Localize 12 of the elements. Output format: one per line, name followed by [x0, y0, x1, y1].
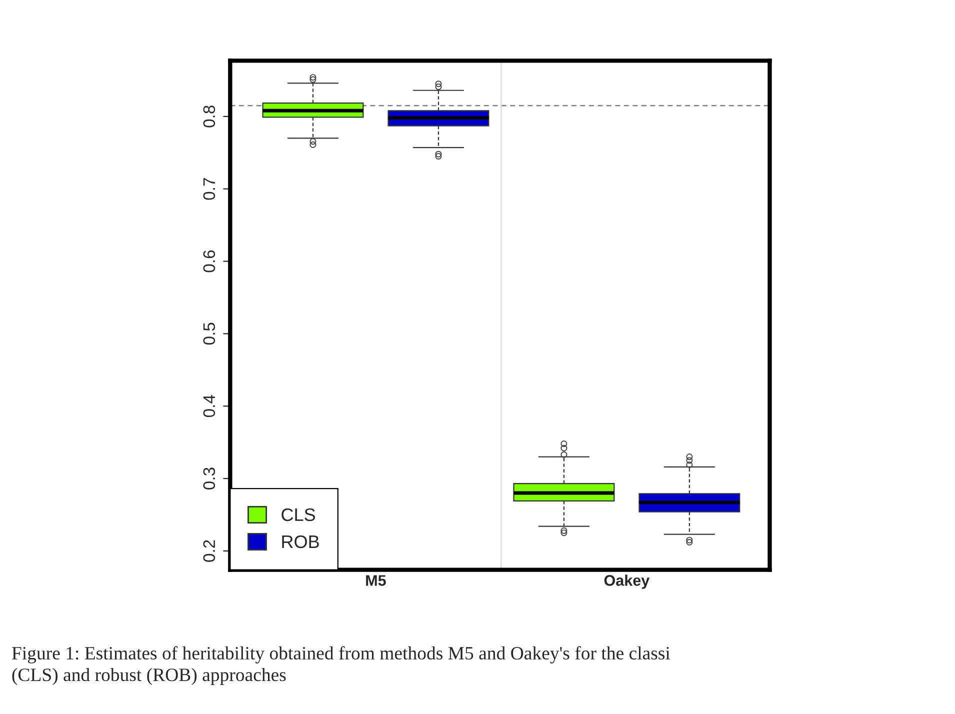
y-tick-label: 0.8	[203, 106, 216, 128]
y-tick-label: 0.2	[203, 540, 216, 562]
legend-label: ROB	[282, 535, 319, 548]
x-tick-label: Oakey	[604, 574, 650, 589]
x-tick-label: M5	[366, 575, 386, 586]
y-tick-label: 0.5	[203, 322, 216, 345]
caption: Figure 1: Estimates of heritability obtained from methods M5 and Oakey's for the classi (CLS) and robust (ROB) approaches	[12, 646, 670, 685]
y-tick-label: 0.6	[203, 250, 216, 272]
legend-label: CLS	[282, 508, 316, 522]
y-tick-label: 0.7	[203, 178, 216, 200]
y-tick-label: 0.3	[203, 468, 216, 490]
y-tick-label: 0.4	[203, 395, 216, 418]
